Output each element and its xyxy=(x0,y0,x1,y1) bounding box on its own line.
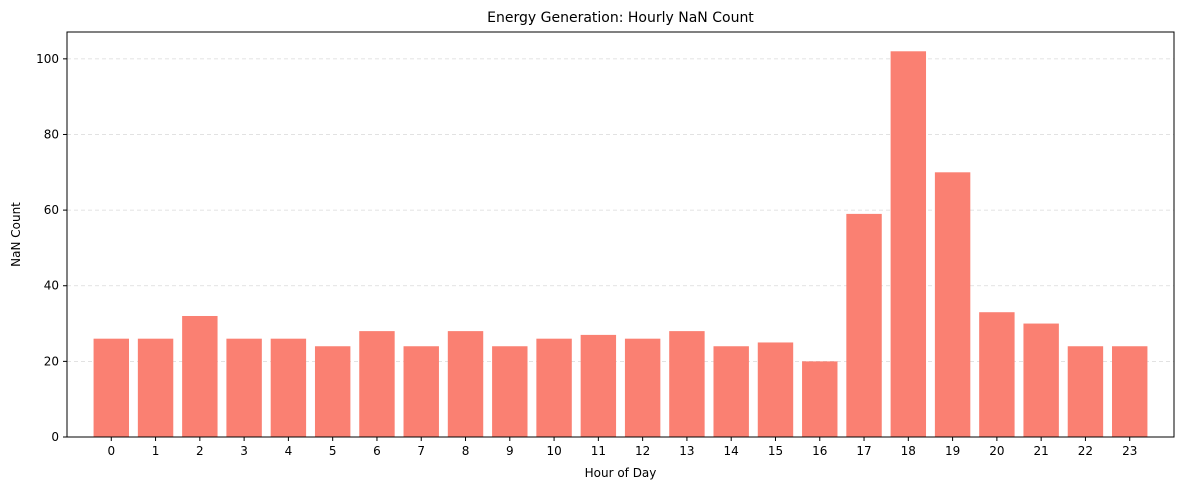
x-tick-label: 8 xyxy=(462,444,470,458)
bar-hour-23 xyxy=(1112,346,1148,437)
x-tick-label: 4 xyxy=(285,444,293,458)
bar-hour-22 xyxy=(1067,346,1104,437)
bar-hour-0 xyxy=(93,338,129,437)
x-tick-label: 6 xyxy=(373,444,381,458)
x-tick-label: 20 xyxy=(989,444,1004,458)
y-tick-label: 100 xyxy=(36,52,59,66)
bar-hour-7 xyxy=(403,346,439,437)
y-tick-label: 40 xyxy=(44,279,59,293)
x-tick-label: 17 xyxy=(856,444,871,458)
x-tick-label: 0 xyxy=(107,444,115,458)
bar-hour-19 xyxy=(934,172,971,437)
x-tick-label: 1 xyxy=(152,444,160,458)
bar-hour-12 xyxy=(624,338,661,437)
bar-hour-18 xyxy=(890,51,927,438)
bar-hour-3 xyxy=(226,338,262,437)
x-tick-label: 5 xyxy=(329,444,337,458)
bar-hour-8 xyxy=(447,331,484,437)
bar-hour-11 xyxy=(580,334,617,437)
x-tick-label: 14 xyxy=(724,444,739,458)
x-tick-label: 11 xyxy=(591,444,606,458)
bar-hour-9 xyxy=(492,346,528,437)
bar-hour-4 xyxy=(270,338,307,437)
x-tick-label: 13 xyxy=(679,444,694,458)
bars xyxy=(93,51,1148,438)
x-tick-label: 7 xyxy=(417,444,425,458)
bar-hour-17 xyxy=(846,213,882,437)
y-tick-label: 20 xyxy=(44,354,59,368)
bar-hour-5 xyxy=(314,346,351,437)
bar-hour-20 xyxy=(979,312,1015,437)
bar-hour-15 xyxy=(757,342,794,437)
chart-title: Energy Generation: Hourly NaN Count xyxy=(487,10,754,26)
bar-hour-2 xyxy=(182,315,218,437)
x-tick-label: 9 xyxy=(506,444,514,458)
x-tick-label: 2 xyxy=(196,444,204,458)
x-axis-label: Hour of Day xyxy=(585,466,657,480)
x-tick-label: 19 xyxy=(945,444,960,458)
y-tick-label: 60 xyxy=(44,203,59,217)
x-axis-ticks: 0 1 2 3 4 5 6 7 8 9 10 11 12 13 14 15 16 17 18 19 20 21 22 23 xyxy=(107,437,1137,458)
x-tick-label: 15 xyxy=(768,444,783,458)
y-axis-label: NaN Count xyxy=(9,202,23,267)
x-tick-label: 12 xyxy=(635,444,650,458)
bar-hour-10 xyxy=(536,338,572,437)
plot-frame xyxy=(66,31,1175,438)
bar-hour-21 xyxy=(1023,323,1059,437)
x-tick-label: 23 xyxy=(1122,444,1137,458)
bar-hour-1 xyxy=(137,338,174,437)
bar-hour-6 xyxy=(359,331,395,437)
x-tick-label: 22 xyxy=(1078,444,1093,458)
bar-hour-16 xyxy=(802,361,838,437)
x-tick-label: 18 xyxy=(901,444,916,458)
x-tick-label: 16 xyxy=(812,444,827,458)
y-axis-ticks: 0 20 40 60 80 100 xyxy=(36,52,67,444)
y-tick-label: 80 xyxy=(44,127,59,141)
bar-hour-14 xyxy=(713,346,749,437)
bar-hour-13 xyxy=(669,331,705,437)
y-tick-label: 0 xyxy=(51,430,59,444)
x-tick-label: 3 xyxy=(240,444,248,458)
x-tick-label: 10 xyxy=(546,444,561,458)
x-tick-label: 21 xyxy=(1034,444,1049,458)
